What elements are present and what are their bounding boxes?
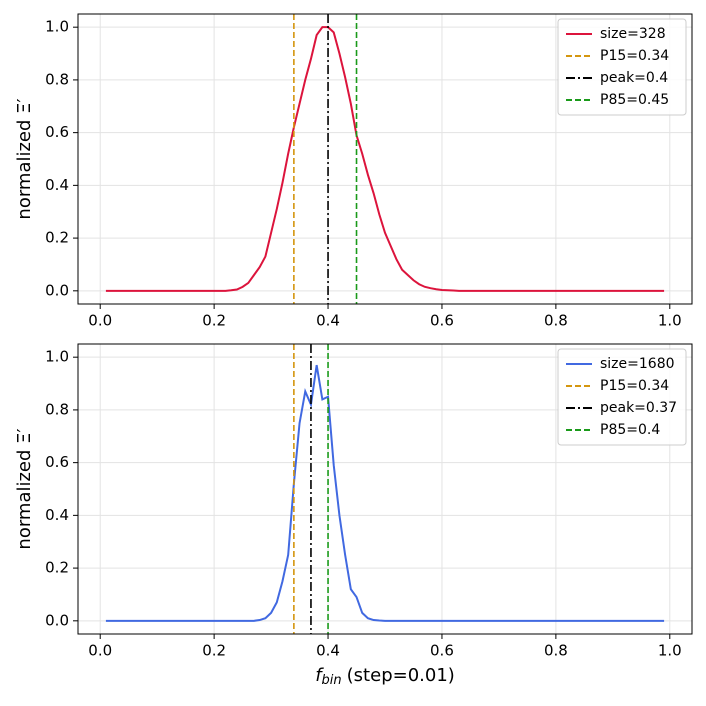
y-axis-label: normalized Ξ′ [14, 98, 35, 219]
x-tick-label: 0.2 [202, 312, 226, 330]
y-tick-label: 0.0 [45, 281, 69, 299]
legend-label: size=1680 [600, 356, 675, 372]
legend-label: peak=0.37 [600, 400, 677, 416]
data-line [105, 364, 665, 622]
data-line [105, 26, 665, 292]
x-label-text: (step=0.01) [347, 665, 455, 686]
x-axis-label: fbin (step=0.01) [315, 665, 455, 688]
x-label-subscript: bin [322, 673, 342, 688]
legend-label: P85=0.4 [600, 422, 660, 438]
y-tick-label: 0.6 [45, 453, 69, 471]
x-tick-label: 0.4 [316, 642, 340, 660]
x-tick-label: 0.2 [202, 642, 226, 660]
y-tick-label: 1.0 [45, 348, 69, 366]
x-label-symbol: f [315, 665, 324, 686]
x-tick-label: 0.0 [88, 312, 112, 330]
y-tick-label: 0.4 [45, 506, 69, 524]
x-tick-label: 0.4 [316, 312, 340, 330]
x-tick-label: 0.6 [430, 642, 454, 660]
y-tick-label: 0.2 [45, 559, 69, 577]
x-tick-label: 0.0 [88, 642, 112, 660]
legend-label: P15=0.34 [600, 48, 669, 64]
legend-box [557, 18, 687, 116]
y-tick-label: 0.6 [45, 123, 69, 141]
y-tick-label: 0.4 [45, 176, 69, 194]
x-tick-label: 1.0 [658, 312, 682, 330]
y-tick-label: 0.8 [45, 70, 69, 88]
plot-frame [77, 13, 693, 305]
y-axis-label: normalized Ξ′ [14, 428, 35, 549]
y-tick-label: 0.2 [45, 229, 69, 247]
y-tick-label: 0.0 [45, 611, 69, 629]
legend-label: size=328 [600, 26, 666, 42]
x-tick-label: 0.6 [430, 312, 454, 330]
y-tick-label: 0.8 [45, 400, 69, 418]
plot-frame [77, 343, 693, 635]
x-tick-label: 1.0 [658, 642, 682, 660]
y-tick-label: 1.0 [45, 18, 69, 36]
legend-label: P85=0.45 [600, 92, 669, 108]
x-tick-label: 0.8 [544, 642, 568, 660]
legend-box [557, 348, 687, 446]
legend-label: P15=0.34 [600, 378, 669, 394]
x-tick-label: 0.8 [544, 312, 568, 330]
legend-label: peak=0.4 [600, 70, 668, 86]
